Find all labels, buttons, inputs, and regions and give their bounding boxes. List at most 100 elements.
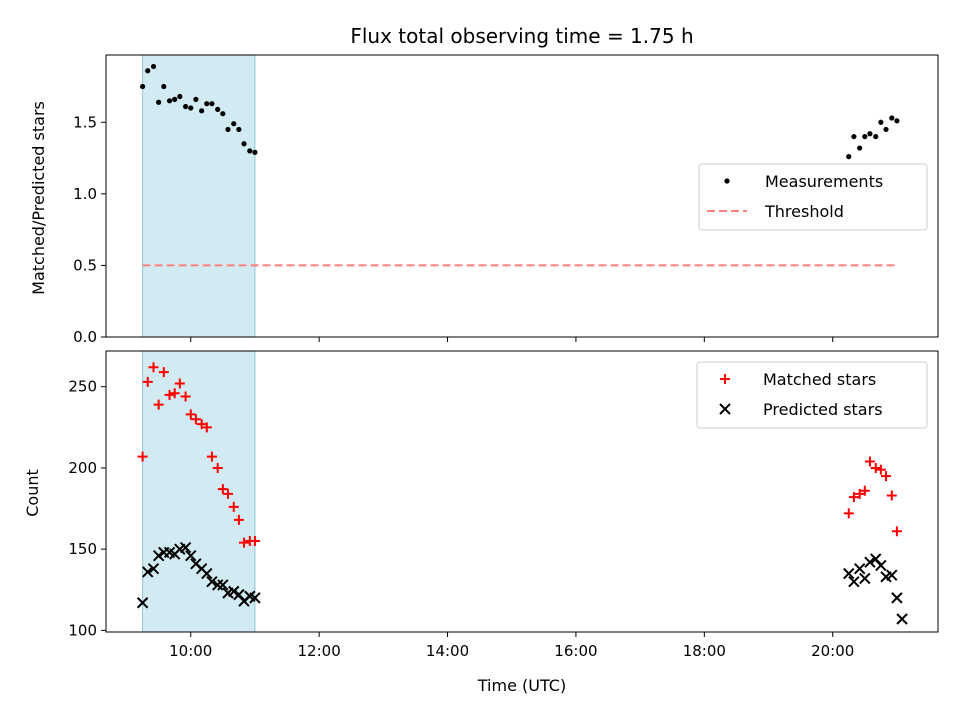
predicted-star-point [853, 562, 866, 575]
matched-star-point [190, 414, 201, 425]
measurement-point [193, 96, 199, 102]
matched-star-point [875, 464, 886, 475]
measurement-point [177, 93, 183, 100]
measurement-point [867, 131, 873, 137]
x-tick-label: 18:00 [683, 642, 726, 660]
top-y-axis-title: Matched/Predicted stars [29, 101, 48, 295]
matched-star-point [228, 501, 239, 512]
bottom-axes-frame [105, 350, 939, 633]
measurement-point [215, 106, 221, 112]
measurement-point [252, 149, 258, 155]
matched-star-point [206, 451, 217, 462]
matched-star-point [169, 388, 180, 399]
matched-star-point [142, 376, 153, 387]
bottom-y-axis-title: Count [23, 469, 42, 517]
measurement-point [236, 126, 242, 133]
x-tick-label: 12:00 [298, 642, 341, 660]
matched-star-point [843, 508, 854, 519]
x-tick-label: 14:00 [426, 642, 469, 660]
bottom-panel: 100 150 200 250 10:00 12:00 14:00 16:00 18:00 20:… [68, 350, 939, 660]
predicted-star-point [136, 597, 149, 609]
measurement-point [199, 108, 205, 114]
predicted-star-point [142, 566, 154, 578]
matched-star-point [222, 488, 233, 499]
predicted-star-point [206, 575, 218, 588]
bottom-legend: Matched stars Predicted stars [696, 361, 928, 429]
measurement-point [857, 145, 863, 151]
matched-star-point [233, 514, 244, 525]
matched-star-point [212, 462, 223, 473]
measurement-point [846, 154, 852, 160]
measurement-point [851, 133, 857, 140]
legend-label: Threshold [764, 202, 844, 221]
top-legend: Measurements Threshold [698, 163, 928, 231]
measurement-point [209, 101, 215, 107]
matched-star-point [854, 488, 865, 499]
measurement-point [172, 96, 178, 102]
measurement-point [166, 98, 173, 104]
matched-star-point [164, 389, 175, 400]
matched-star-point [249, 536, 260, 547]
matched-star-point [870, 462, 881, 473]
measurement-point [231, 121, 237, 127]
measurement-point [878, 119, 884, 125]
predicted-star-point [864, 556, 876, 568]
y-tick-label: 100 [68, 621, 97, 639]
legend-label: Predicted stars [763, 400, 883, 419]
measurement-point [139, 83, 146, 90]
matched-star-point [158, 367, 169, 378]
matched-star-point [886, 490, 897, 501]
predicted-star-point [875, 559, 887, 572]
matched-star-point [180, 391, 191, 402]
matched-star-point [848, 492, 859, 503]
measurement-point [889, 115, 895, 121]
measurement-point [150, 63, 157, 70]
chart-title: Flux total observing time = 1.75 h [350, 24, 693, 48]
legend-box [696, 361, 928, 429]
measurement-point [883, 126, 889, 133]
predicted-star-point [211, 579, 224, 591]
legend-marker-dot [724, 178, 730, 184]
matched-star-point [239, 537, 250, 548]
measurement-point [873, 133, 879, 140]
y-tick-label: 0.0 [73, 328, 97, 346]
measurement-point [188, 105, 194, 111]
predicted-star-point [201, 567, 213, 580]
measurement-point [862, 133, 868, 140]
measurement-point [183, 103, 189, 110]
matched-star-point [196, 419, 207, 430]
matched-star-point [217, 484, 228, 495]
legend-label: Matched stars [763, 370, 876, 389]
matched-star-point [201, 422, 212, 433]
observing-window-shade [142, 350, 256, 633]
measurement-point [247, 148, 253, 154]
predicted-star-point [886, 569, 898, 581]
matched-star-point [174, 378, 185, 389]
predicted-star-point [147, 562, 160, 575]
matched-star-point [891, 526, 902, 537]
series-measurements [139, 63, 900, 160]
top-axes-frame [105, 54, 939, 338]
y-tick-label: 1.5 [73, 113, 97, 131]
measurement-point [894, 118, 900, 124]
predicted-star-point [179, 541, 192, 554]
measurement-point [225, 126, 231, 133]
predicted-star-point [217, 579, 229, 591]
measurement-point [145, 68, 151, 74]
series-predicted-stars [136, 541, 908, 625]
x-tick-label: 20:00 [811, 642, 854, 660]
x-tick-label: 16:00 [554, 642, 597, 660]
predicted-star-point [152, 549, 165, 562]
measurement-point [220, 111, 226, 117]
matched-star-point [864, 456, 875, 467]
y-tick-label: 1.0 [73, 185, 97, 203]
legend-label: Measurements [765, 172, 883, 191]
y-tick-label: 150 [68, 540, 97, 558]
predicted-star-point [249, 592, 261, 604]
x-axis-title: Time (UTC) [477, 676, 566, 695]
legend-marker-x [719, 403, 731, 415]
predicted-star-point [896, 613, 908, 625]
y-tick-label: 200 [68, 459, 97, 477]
measurement-point [161, 83, 167, 90]
